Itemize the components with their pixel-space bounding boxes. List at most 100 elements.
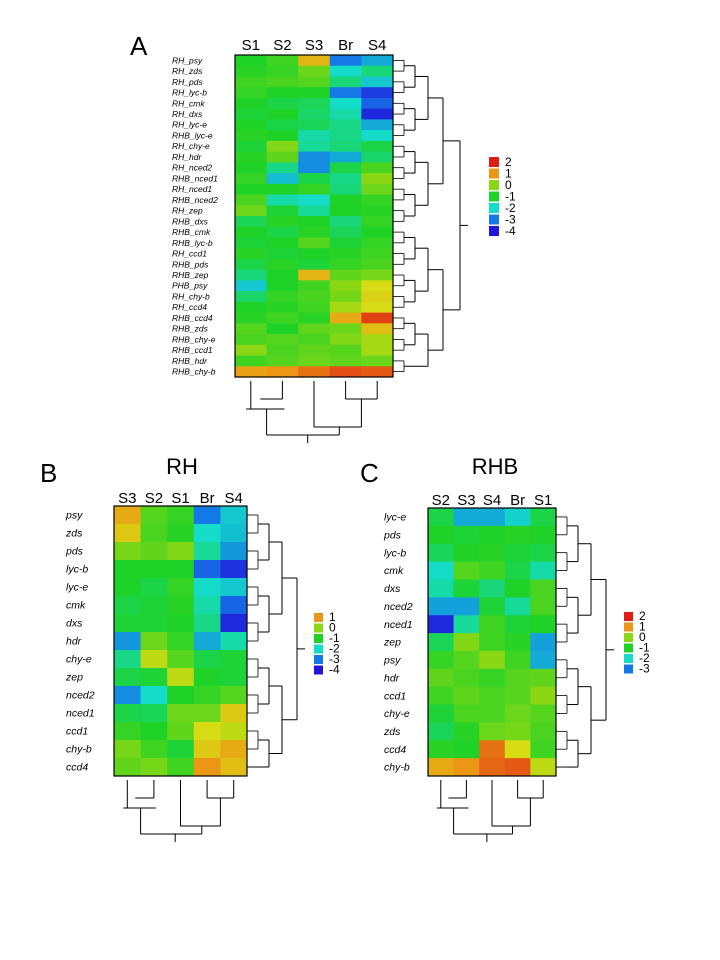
heatmap-cell <box>220 740 248 759</box>
heatmap-cell <box>220 542 248 561</box>
row-label: chy-e <box>66 654 92 666</box>
heatmap-cell <box>479 633 506 652</box>
heatmap-cell <box>193 578 221 597</box>
heatmap-panel-b: S3 S2 S1 Br S4 psy zds pds lyc-b lyc-e cmk dxs hdr ch… <box>65 490 340 842</box>
heatmap-cell <box>428 704 454 723</box>
heatmap-cell <box>479 686 506 705</box>
heatmap-cell <box>361 55 394 67</box>
heatmap-cell <box>530 508 557 527</box>
row-label: hdr <box>384 672 400 684</box>
row-label: dxs <box>66 618 83 630</box>
heatmap-cell <box>266 140 299 152</box>
heatmap-cell <box>298 301 331 313</box>
heatmap-cell <box>167 542 195 561</box>
panel-letter-c: C <box>360 458 379 488</box>
row-label: nced1 <box>66 708 95 720</box>
heatmap-cell <box>140 650 168 669</box>
heatmap-cell <box>140 524 168 543</box>
heatmap-cell <box>220 560 248 579</box>
heatmap-cell <box>266 334 299 346</box>
column-label: S4 <box>483 492 501 509</box>
heatmap-cell <box>235 151 267 163</box>
legend-label: 1 <box>505 167 512 181</box>
row-label: chy-e <box>384 708 410 720</box>
heatmap-cell <box>504 597 531 616</box>
heatmap-cell <box>329 366 362 378</box>
heatmap-cell <box>167 614 195 633</box>
row-label: pds <box>383 529 402 541</box>
heatmap-cell <box>235 323 267 335</box>
heatmap-cell <box>479 579 506 598</box>
heatmap-cell <box>329 173 362 185</box>
heatmap-cell <box>479 758 506 777</box>
column-label: S1 <box>171 490 189 507</box>
heatmap-cell <box>140 560 168 579</box>
heatmap-cell <box>298 280 331 292</box>
legend-swatch <box>314 634 323 643</box>
legend-label: -3 <box>639 662 650 676</box>
heatmap-cell <box>329 194 362 206</box>
heatmap-cell <box>266 55 299 67</box>
heatmap-cell <box>140 758 168 777</box>
heatmap-cell <box>266 194 299 206</box>
heatmap-cell <box>329 237 362 249</box>
heatmap-cell <box>298 194 331 206</box>
panel-b-title: RH <box>166 454 198 479</box>
heatmap-cell <box>530 722 557 741</box>
row-label: ccd1 <box>66 726 88 738</box>
heatmap-cell <box>530 740 557 759</box>
heatmap-cell <box>114 596 141 615</box>
heatmap-cell <box>220 596 248 615</box>
heatmap-cell <box>235 226 267 238</box>
legend-swatch <box>624 664 633 674</box>
row-label: PHB_psy <box>172 281 208 291</box>
heatmap-cell <box>361 140 394 152</box>
heatmap-cell <box>266 173 299 185</box>
column-label: S3 <box>457 492 475 509</box>
heatmap-cell <box>298 366 331 378</box>
row-label: RHB_chy-e <box>172 334 216 344</box>
column-label: Br <box>510 492 525 509</box>
heatmap-cell <box>329 344 362 356</box>
heatmap-cell <box>530 650 557 670</box>
heatmap-cell <box>235 355 267 367</box>
legend-swatch <box>314 644 323 654</box>
row-label: RHB_ccd1 <box>172 345 213 355</box>
heatmap-cell <box>193 650 221 669</box>
row-label: RH_cmk <box>172 98 205 108</box>
heatmap-cell <box>266 258 299 271</box>
heatmap-cell <box>167 632 195 651</box>
heatmap-cell <box>479 615 506 634</box>
heatmap-cell <box>453 615 480 634</box>
panel-c-title: RHB <box>472 454 518 479</box>
heatmap-cell <box>329 301 362 313</box>
heatmap-cell <box>361 280 394 292</box>
legend-label: -1 <box>329 631 340 645</box>
heatmap-cell <box>428 722 454 741</box>
heatmap-cell <box>235 140 267 152</box>
heatmap-cell <box>298 173 331 185</box>
heatmap-cell <box>329 183 362 195</box>
heatmap-cell <box>453 704 480 723</box>
heatmap-cell <box>266 216 299 228</box>
row-label: ccd1 <box>384 690 406 702</box>
column-label: S1 <box>242 37 260 54</box>
heatmap-cell <box>235 216 267 228</box>
row-label: RH_chy-e <box>172 141 210 151</box>
heatmap-cell <box>479 561 506 580</box>
heatmap-cell <box>329 205 362 217</box>
heatmap-cell <box>140 542 168 561</box>
heatmap-cell <box>530 615 557 634</box>
heatmap-cell <box>361 108 394 120</box>
heatmap-cell <box>193 722 221 741</box>
heatmap-cell <box>504 508 531 527</box>
heatmap-cell <box>361 97 394 110</box>
heatmap-cell <box>530 686 557 705</box>
heatmap-cell <box>329 76 362 88</box>
heatmap-cell <box>235 194 267 206</box>
heatmap-cell <box>266 237 299 249</box>
heatmap-cell <box>220 632 248 651</box>
heatmap-cell <box>193 506 221 525</box>
heatmap-cell <box>266 226 299 238</box>
legend-label: 0 <box>505 178 512 192</box>
